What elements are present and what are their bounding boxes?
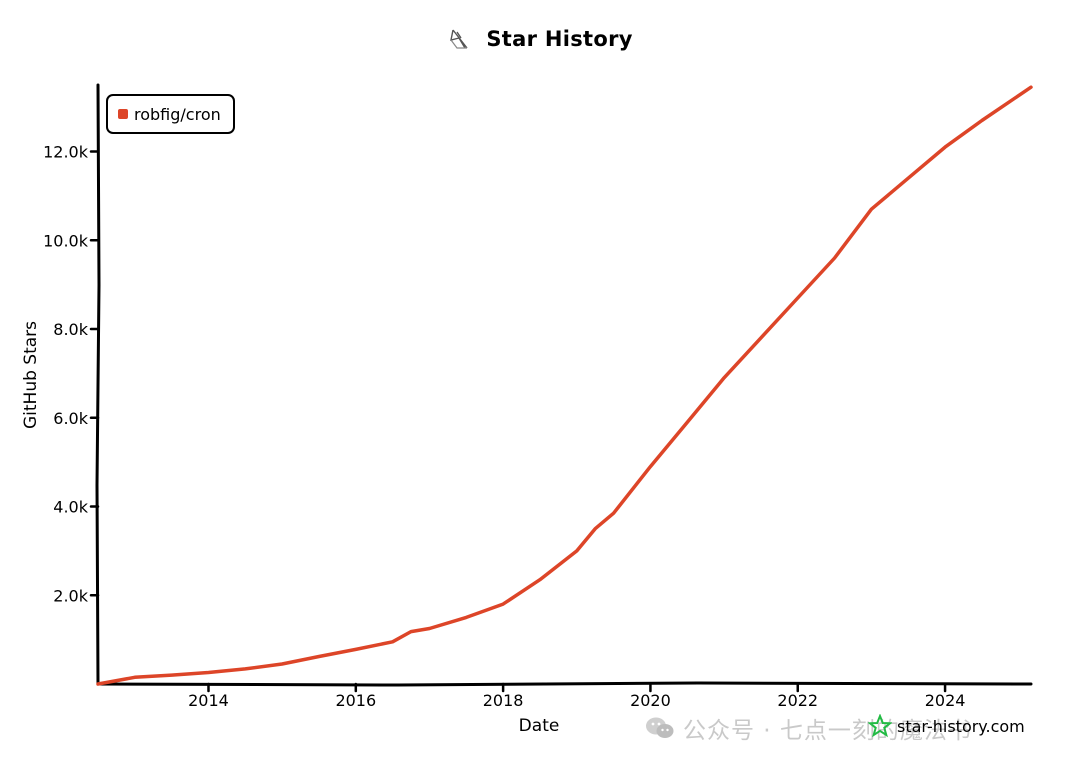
x-tick-label: 2020 <box>630 691 671 710</box>
axes <box>95 83 1033 687</box>
y-tick-label: 2.0k <box>53 586 88 605</box>
wechat-watermark: 公众号 · 七点一刻的魔法书 <box>645 711 972 745</box>
y-tick-label: 6.0k <box>53 409 88 428</box>
y-axis-label: GitHub Stars <box>21 320 41 430</box>
star-icon <box>868 714 892 738</box>
ticks: 2.0k 4.0k 6.0k 8.0k 10.0k 12.0k 2014 2016 2018 20… <box>43 143 965 710</box>
y-tick-label: 10.0k <box>43 231 89 250</box>
star-history-logo-icon <box>450 29 468 49</box>
chart-header: Star History <box>0 26 1080 52</box>
x-tick-label: 2022 <box>777 691 818 710</box>
x-tick-label: 2018 <box>483 691 524 710</box>
legend: robfig/cron <box>106 94 235 134</box>
site-watermark-text: star-history.com <box>897 716 1025 736</box>
y-axis-line <box>95 83 101 686</box>
series-lines <box>96 85 1033 686</box>
x-axis-label: Date <box>518 716 560 736</box>
wechat-icon <box>646 717 674 738</box>
x-tick-label: 2014 <box>188 691 229 710</box>
y-tick-label: 8.0k <box>53 320 88 339</box>
chart-title: Star History <box>486 27 633 51</box>
x-tick-label: 2016 <box>335 691 376 710</box>
legend-label: robfig/cron <box>134 104 221 124</box>
site-watermark: star-history.com <box>868 714 1025 738</box>
x-axis-line <box>96 681 1033 687</box>
series-line-robfig-cron <box>96 85 1033 686</box>
legend-swatch <box>118 109 128 119</box>
y-tick-label: 12.0k <box>43 143 89 162</box>
y-tick-label: 4.0k <box>53 498 88 517</box>
wechat-watermark-text: 公众号 · 七点一刻的魔法书 <box>683 718 972 744</box>
x-tick-label: 2024 <box>925 691 966 710</box>
